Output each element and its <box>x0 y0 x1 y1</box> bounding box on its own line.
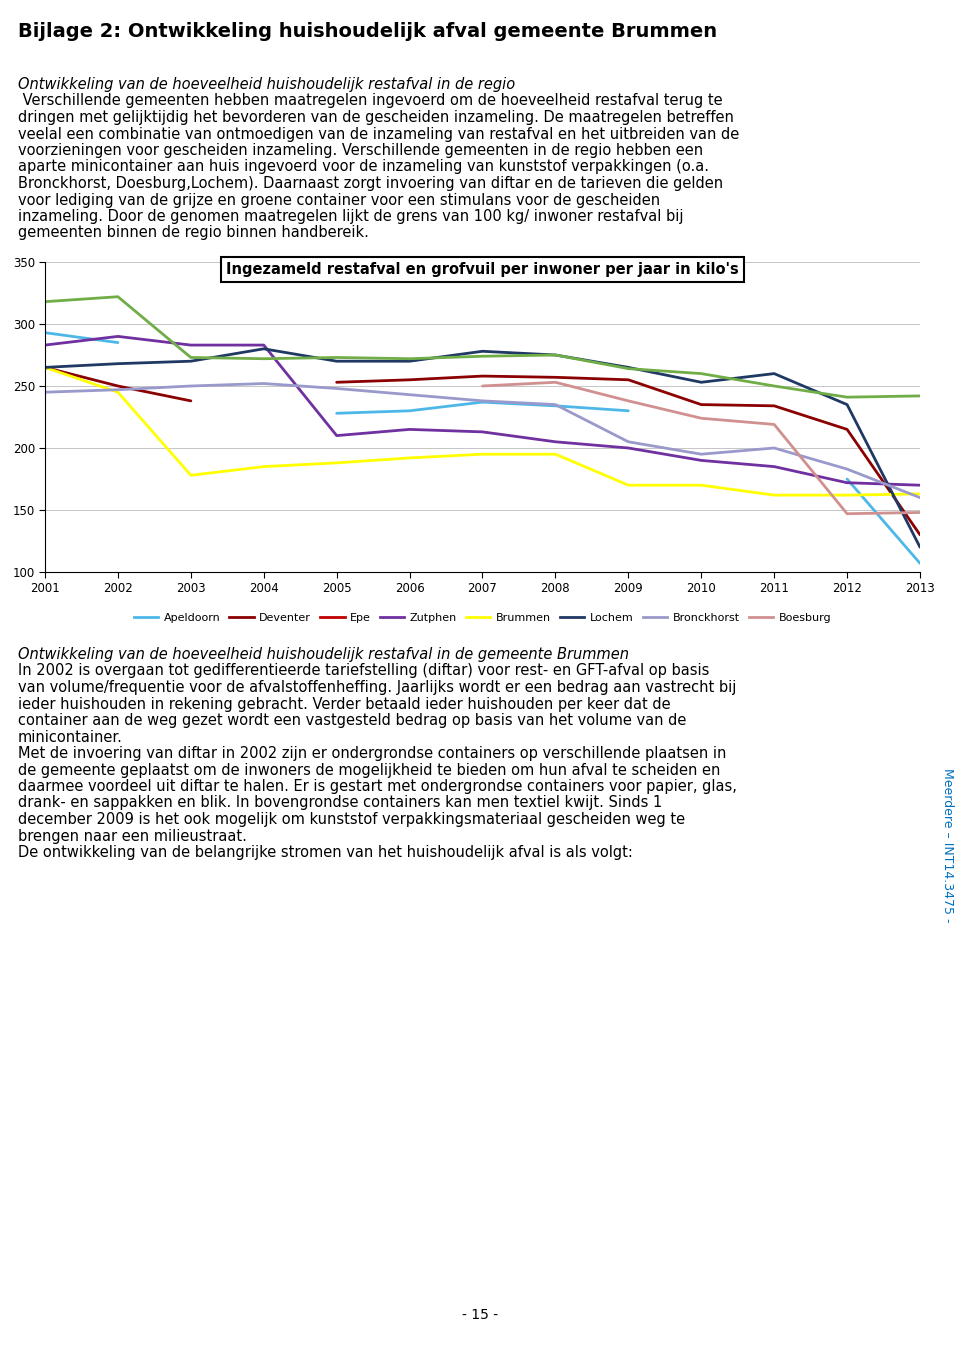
Text: gemeenten binnen de regio binnen handbereik.: gemeenten binnen de regio binnen handber… <box>18 226 369 241</box>
Text: Bijlage 2: Ontwikkeling huishoudelijk afval gemeente Brummen: Bijlage 2: Ontwikkeling huishoudelijk af… <box>18 22 717 41</box>
Text: voor lediging van de grijze en groene container voor een stimulans voor de gesch: voor lediging van de grijze en groene co… <box>18 192 660 207</box>
Text: - 15 -: - 15 - <box>462 1307 498 1322</box>
Text: Verschillende gemeenten hebben maatregelen ingevoerd om de hoeveelheid restafval: Verschillende gemeenten hebben maatregel… <box>18 93 723 108</box>
Text: Meerdere – INT14.3475 -: Meerdere – INT14.3475 - <box>942 768 954 922</box>
Text: minicontainer.: minicontainer. <box>18 730 123 745</box>
Legend: Apeldoorn, Deventer, Epe, Zutphen, Brummen, Lochem, Bronckhorst, Boesburg: Apeldoorn, Deventer, Epe, Zutphen, Brumm… <box>130 608 836 627</box>
Text: voorzieningen voor gescheiden inzameling. Verschillende gemeenten in de regio he: voorzieningen voor gescheiden inzameling… <box>18 143 703 158</box>
Text: De ontwikkeling van de belangrijke stromen van het huishoudelijk afval is als vo: De ontwikkeling van de belangrijke strom… <box>18 845 633 860</box>
Text: veelal een combinatie van ontmoedigen van de inzameling van restafval en het uit: veelal een combinatie van ontmoedigen va… <box>18 127 739 142</box>
Text: dringen met gelijktijdig het bevorderen van de gescheiden inzameling. De maatreg: dringen met gelijktijdig het bevorderen … <box>18 110 733 124</box>
Text: brengen naar een milieustraat.: brengen naar een milieustraat. <box>18 829 247 844</box>
Text: Bronckhorst, Doesburg,Lochem). Daarnaast zorgt invoering van diftar en de tariev: Bronckhorst, Doesburg,Lochem). Daarnaast… <box>18 176 723 191</box>
Text: daarmee voordeel uit diftar te halen. Er is gestart met ondergrondse containers : daarmee voordeel uit diftar te halen. Er… <box>18 779 737 794</box>
Text: Ontwikkeling van de hoeveelheid huishoudelijk restafval in de regio: Ontwikkeling van de hoeveelheid huishoud… <box>18 77 516 92</box>
Text: drank- en sappakken en blik. In bovengrondse containers kan men textiel kwijt. S: drank- en sappakken en blik. In bovengro… <box>18 795 662 810</box>
Text: ieder huishouden in rekening gebracht. Verder betaald ieder huishouden per keer : ieder huishouden in rekening gebracht. V… <box>18 696 671 711</box>
Text: Met de invoering van diftar in 2002 zijn er ondergrondse containers op verschill: Met de invoering van diftar in 2002 zijn… <box>18 746 727 761</box>
Text: inzameling. Door de genomen maatregelen lijkt de grens van 100 kg/ inwoner resta: inzameling. Door de genomen maatregelen … <box>18 210 684 224</box>
Text: de gemeente geplaatst om de inwoners de mogelijkheid te bieden om hun afval te s: de gemeente geplaatst om de inwoners de … <box>18 763 720 777</box>
Text: december 2009 is het ook mogelijk om kunststof verpakkingsmateriaal gescheiden w: december 2009 is het ook mogelijk om kun… <box>18 813 685 827</box>
Text: Ontwikkeling van de hoeveelheid huishoudelijk restafval in de gemeente Brummen: Ontwikkeling van de hoeveelheid huishoud… <box>18 648 629 662</box>
Text: container aan de weg gezet wordt een vastgesteld bedrag op basis van het volume : container aan de weg gezet wordt een vas… <box>18 713 686 727</box>
Text: aparte minicontainer aan huis ingevoerd voor de inzameling van kunststof verpakk: aparte minicontainer aan huis ingevoerd … <box>18 160 709 174</box>
Text: van volume/frequentie voor de afvalstoffenheffing. Jaarlijks wordt er een bedrag: van volume/frequentie voor de afvalstoff… <box>18 680 736 695</box>
Text: In 2002 is overgaan tot gedifferentieerde tariefstelling (diftar) voor rest- en : In 2002 is overgaan tot gedifferentieerd… <box>18 664 709 679</box>
Text: Ingezameld restafval en grofvuil per inwoner per jaar in kilo's: Ingezameld restafval en grofvuil per inw… <box>227 262 739 277</box>
